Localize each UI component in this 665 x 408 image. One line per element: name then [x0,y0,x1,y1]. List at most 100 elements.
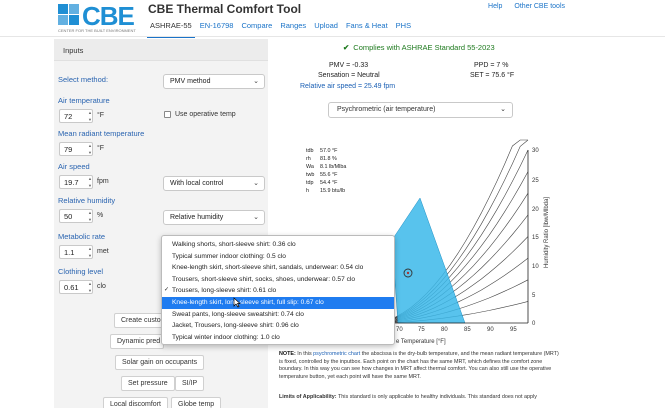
readout-row: tdb 57.0 °F [306,147,346,155]
stepper-icon[interactable]: ▲ ▼ [88,246,92,258]
tab-ranges[interactable]: Ranges [280,21,307,30]
readout-row: twb 55.6 °F [306,171,346,179]
operative-temp-label: Use operative temp [175,111,236,118]
inputs-title: Inputs [63,46,84,55]
mouse-cursor-icon [233,297,241,308]
psychrometric-chart-link[interactable]: psychrometric chart [313,351,361,357]
chart-type-select[interactable]: Psychrometric (air temperature) ⌄ [328,102,513,118]
tab-compare[interactable]: Compare [241,21,273,30]
limits-title: Limits of Applicability: [279,394,337,400]
readout-value: 81.8 % [320,156,337,163]
clothing-option-label: Knee-length skirt, long-sleeve shirt, fu… [172,298,324,306]
stepper-icon[interactable]: ▲ ▼ [88,110,92,122]
readout-key: twb [306,172,315,179]
chart-note: NOTE: In this psychrometric chart the ab… [279,351,561,381]
readout-value: 15.9 btu/lb [320,188,346,195]
air-speed-input[interactable]: 19.7 [59,175,93,189]
limits-text: This standard is only applicable to heal… [338,394,537,400]
rh-mode-select[interactable]: Relative humidity ⌄ [163,210,265,225]
clothing-option[interactable]: Jacket, Trousers, long-sleeve shirt: 0.9… [162,320,394,332]
rh-unit: % [97,212,104,219]
air-temp-unit: °F [97,112,105,119]
rh-input[interactable]: 50 [59,209,93,223]
clothing-option-label: Sweat pants, long-sleeve sweatshirt: 0.7… [172,310,304,318]
create-custom-button[interactable]: Create custo [114,313,164,328]
chevron-down-icon: ⌄ [500,106,506,113]
chevron-down-icon: ⌄ [253,78,259,85]
stepper-icon[interactable]: ▲ ▼ [88,143,92,155]
checkmark-icon: ✓ [164,287,170,294]
clothing-dropdown-menu[interactable]: Walking shorts, short-sleeve shirt: 0.36… [161,235,395,345]
stepper-icon[interactable]: ▲ ▼ [88,210,92,222]
note-text: the abscissa is the dry-bulb temperature… [279,351,559,380]
compliance-text: Complies with ASHRAE Standard 55-2023 [353,43,495,52]
clothing-option-checked[interactable]: ✓ Trousers, long-sleeve shirt: 0.61 clo [162,285,394,297]
comfort-zone [391,197,466,324]
tab-ashrae-55[interactable]: ASHRAE-55 [147,21,195,38]
air-speed-mode-select[interactable]: With local control ⌄ [163,176,265,191]
operative-temp-checkbox[interactable]: Use operative temp [164,111,236,118]
readout-value: 57.0 °F [320,148,338,154]
inputs-panel-header: Inputs [54,39,268,61]
si-ip-button[interactable]: SI/IP [175,376,205,391]
air-temp-input[interactable]: 72 [59,109,93,123]
clothing-option-label: Walking shorts, short-sleeve shirt: 0.36… [172,241,296,248]
cbe-logo[interactable]: CBE CENTER FOR THE BUILT ENVIRONMENT [58,1,142,34]
method-select[interactable]: PMV method ⌄ [163,74,265,89]
tab-en-16798[interactable]: EN-16798 [199,21,234,30]
y-tick: 30 [532,148,539,154]
y-tick: 15 [532,235,539,241]
stepper-icon[interactable]: ▲ ▼ [88,176,92,188]
hover-readout: tdb 57.0 °F rh 81.8 % Wa 8.1 lb/Mlba twb 55.… [306,147,346,196]
mrt-input[interactable]: 79 [59,142,93,156]
clothing-option[interactable]: Knee-length skirt, short-sleeve shirt, s… [162,262,394,274]
met-input[interactable]: 1.1 [59,245,93,259]
clothing-option-highlighted[interactable]: Knee-length skirt, long-sleeve shirt, fu… [162,296,394,309]
clothing-option[interactable]: Typical winter indoor clothing: 1.0 clo [162,332,394,344]
logo-mark-icon [58,4,80,26]
top-links: Help Other CBE tools [488,3,565,10]
globe-temp-button[interactable]: Globe temp [171,397,222,408]
rh-mode-value: Relative humidity [170,214,224,221]
x-axis-label: e Temperature [°F] [396,339,446,345]
readout-key: rh [306,156,311,163]
set-pressure-button[interactable]: Set pressure [121,376,175,391]
clothing-option[interactable]: Sweat pants, long-sleeve sweatshirt: 0.7… [162,309,394,321]
x-tick: 75 [418,327,425,333]
clo-label: Clothing level [58,267,104,276]
x-tick: 80 [441,327,448,333]
checkbox-icon[interactable] [164,111,171,118]
readout-value: 54.4 °F [320,180,338,187]
local-discomfort-button[interactable]: Local discomfort [103,397,168,408]
logo-subtitle: CENTER FOR THE BUILT ENVIRONMENT [58,28,136,33]
tab-upload[interactable]: Upload [314,21,338,30]
tab-phs[interactable]: PHS [395,21,412,30]
clothing-option[interactable]: Typical summer indoor clothing: 0.5 clo [162,251,394,263]
chevron-down-icon: ⌄ [253,214,259,221]
method-select-value: PMV method [170,78,211,85]
clo-unit: clo [97,283,106,290]
chevron-down-icon: ⌄ [253,180,259,187]
help-link[interactable]: Help [488,3,503,10]
clo-input[interactable]: 0.61 [59,280,93,294]
dynamic-predictive-button[interactable]: Dynamic pred [110,334,164,349]
readout-key: tdp [306,180,314,187]
solar-gain-button[interactable]: Solar gain on occupants [115,355,205,370]
header-divider [0,36,665,37]
stepper-icon[interactable]: ▲ ▼ [88,281,92,293]
air-speed-label: Air speed [58,162,90,171]
readout-key: Wa [306,164,314,171]
clothing-option-label: Typical winter indoor clothing: 1.0 clo [172,333,280,341]
clothing-option[interactable]: Walking shorts, short-sleeve shirt: 0.36… [162,239,394,251]
tab-fans-heat[interactable]: Fans & Heat [345,21,388,30]
clothing-option-label: Trousers, long-sleeve shirt: 0.61 clo [172,287,277,295]
relative-air-speed: Relative air speed = 25.49 fpm [300,83,396,90]
clothing-option[interactable]: Trousers, short-sleeve shirt, socks, sho… [162,274,394,286]
clothing-option-label: Trousers, short-sleeve shirt, socks, sho… [172,275,355,283]
met-unit: met [97,248,109,255]
set-value: SET = 75.6 °F [470,72,515,79]
other-tools-link[interactable]: Other CBE tools [514,3,565,10]
chart-type-value: Psychrometric (air temperature) [337,106,436,113]
